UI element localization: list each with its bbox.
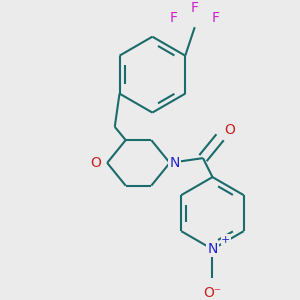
Text: N: N [207, 242, 218, 256]
Text: O: O [90, 156, 101, 170]
Text: O⁻: O⁻ [203, 286, 222, 300]
Text: +: + [221, 235, 230, 245]
Text: F: F [191, 1, 199, 15]
Text: F: F [212, 11, 220, 25]
Text: F: F [170, 11, 178, 25]
Text: O: O [224, 123, 235, 137]
Text: N: N [169, 156, 180, 170]
